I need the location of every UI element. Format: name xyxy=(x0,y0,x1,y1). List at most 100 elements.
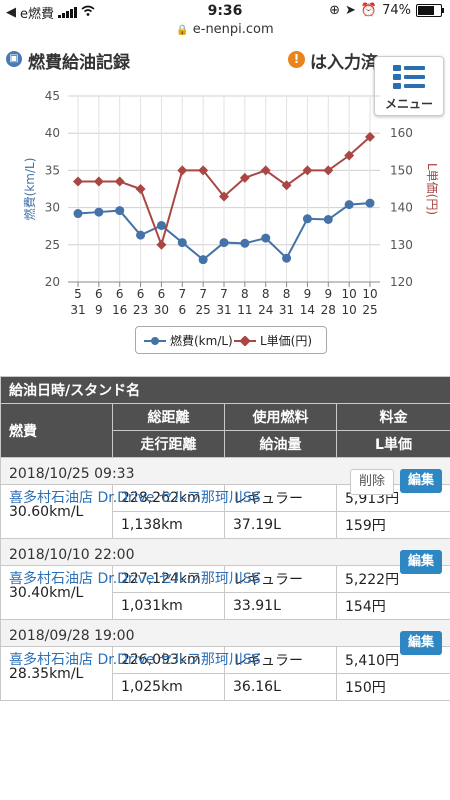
data-point-unit-price xyxy=(135,184,146,194)
location-icon: ➤ xyxy=(345,3,356,18)
header-fuel-economy: 燃費 xyxy=(0,403,113,458)
data-point-fuel-economy xyxy=(115,206,125,216)
header-fuel-amount: 給油量 xyxy=(224,430,337,458)
y2-axis-label: L単価(円) xyxy=(425,163,439,215)
data-point-unit-price xyxy=(73,176,83,187)
header-unit-price: L単価 xyxy=(336,430,450,458)
data-point-unit-price xyxy=(302,165,313,176)
record-fuel-amount: 36.16L xyxy=(224,673,337,701)
record-unit-price: 154円 xyxy=(336,592,450,620)
x-tick-label: 31 xyxy=(70,303,85,317)
x-tick-label: 6 xyxy=(137,287,145,301)
edit-button[interactable]: 編集 xyxy=(400,550,442,574)
record-datetime: 2018/10/25 09:33 xyxy=(9,466,135,482)
x-tick-label: 10 xyxy=(342,287,357,301)
page-title: 燃費給油記録 xyxy=(28,53,130,73)
table-header-row: 給油日時/スタンド名 xyxy=(0,376,450,404)
battery-percent: 74% xyxy=(382,3,411,18)
y2-tick-label: 160 xyxy=(390,126,413,140)
x-tick-label: 23 xyxy=(133,303,148,317)
alarm-icon: ⏰ xyxy=(360,3,378,18)
legend-item-fuel-economy[interactable]: 燃費(km/L) xyxy=(144,332,233,349)
page-header: ▣ 燃費給油記録 ! は入力済 xyxy=(0,44,450,74)
data-point-fuel-economy xyxy=(282,253,292,263)
record-station-link[interactable]: 喜多村石油店 Dr.Drive セルフ那珂川SS xyxy=(9,571,261,587)
data-point-unit-price xyxy=(344,150,355,161)
x-tick-label: 6 xyxy=(95,287,103,301)
table-header-row: 走行距離 給油量 L単価 xyxy=(1,430,450,458)
legend-item-unit-price[interactable]: L単価(円) xyxy=(234,332,312,349)
data-point-fuel-economy xyxy=(177,238,187,248)
record-fuel-amount: 33.91L xyxy=(224,592,337,620)
back-arrow-icon[interactable]: ◀ xyxy=(6,5,16,20)
record-fuel-economy: 30.60km/L xyxy=(0,484,113,539)
x-tick-label: 10 xyxy=(362,287,377,301)
y-tick-label: 25 xyxy=(45,238,60,252)
data-point-unit-price xyxy=(177,165,188,176)
car-icon: ▣ xyxy=(6,51,22,67)
x-tick-label: 9 xyxy=(95,303,103,317)
y-axis-label: 燃費(km/L) xyxy=(22,158,37,221)
y-tick-label: 45 xyxy=(45,89,60,103)
rotation-lock-icon: ⊕ xyxy=(329,3,340,18)
x-tick-label: 8 xyxy=(241,287,249,301)
record-header-cell: 2018/10/10 22:00 喜多村石油店 Dr.Drive セルフ那珂川S… xyxy=(0,538,450,587)
x-tick-label: 25 xyxy=(362,303,377,317)
table-header-row: 燃費 総距離 使用燃料 料金 xyxy=(0,403,450,458)
header-fuel-type: 使用燃料 xyxy=(224,403,337,431)
x-tick-label: 8 xyxy=(283,287,291,301)
x-tick-label: 6 xyxy=(116,287,124,301)
y-tick-label: 35 xyxy=(45,163,60,177)
status-left: ◀ e燃費 xyxy=(6,3,95,22)
lock-icon: 🔒 xyxy=(176,25,189,36)
edit-button[interactable]: 編集 xyxy=(400,469,442,493)
record-fuel-type: レギュラー xyxy=(224,646,337,674)
y-tick-label: 30 xyxy=(45,201,60,215)
data-point-unit-price xyxy=(156,239,167,250)
data-point-unit-price xyxy=(281,180,292,191)
x-tick-label: 9 xyxy=(304,287,312,301)
record-fuel-economy: 28.35km/L xyxy=(0,646,113,701)
signal-icon xyxy=(58,7,77,18)
record-header-row: 2018/10/10 22:00 喜多村石油店 Dr.Drive セルフ那珂川S… xyxy=(0,538,450,587)
header-trip-distance: 走行距離 xyxy=(112,430,225,458)
y2-tick-label: 130 xyxy=(390,238,413,252)
header-price: 料金 xyxy=(336,403,450,431)
x-tick-label: 6 xyxy=(178,303,186,317)
record-unit-price: 150円 xyxy=(336,673,450,701)
battery-icon xyxy=(416,4,444,17)
record-unit-price: 159円 xyxy=(336,511,450,539)
record-trip-distance: 1,025km xyxy=(112,673,225,701)
record-fuel-amount: 37.19L xyxy=(224,511,337,539)
x-tick-label: 5 xyxy=(74,287,82,301)
record-header-row: 2018/10/25 09:33 喜多村石油店 Dr.Drive セルフ那珂川S… xyxy=(0,457,450,506)
status-bar: ◀ e燃費 9:36 ⊕ ➤ ⏰ 74% xyxy=(0,0,450,22)
edit-button[interactable]: 編集 xyxy=(400,631,442,655)
data-point-fuel-economy xyxy=(344,200,354,210)
data-point-fuel-economy xyxy=(365,198,375,208)
data-point-unit-price xyxy=(365,131,375,142)
data-point-fuel-economy xyxy=(261,233,271,243)
record-station-link[interactable]: 喜多村石油店 Dr.Drive セルフ那珂川SS xyxy=(9,490,261,506)
info-icon: ! xyxy=(288,51,305,68)
y2-tick-label: 140 xyxy=(390,201,413,215)
clock: 9:36 xyxy=(207,3,243,19)
record-datetime: 2018/09/28 19:00 xyxy=(9,628,135,644)
delete-button[interactable]: 削除 xyxy=(350,469,394,495)
record-row: 1,025km 36.16L 150円 xyxy=(1,673,450,701)
record-station-link[interactable]: 喜多村石油店 Dr.Drive セルフ那珂川SS xyxy=(9,652,261,668)
url-bar[interactable]: 🔒 e-nenpi.com xyxy=(0,22,450,42)
x-tick-label: 9 xyxy=(324,287,332,301)
record-header-cell: 2018/10/25 09:33 喜多村石油店 Dr.Drive セルフ那珂川S… xyxy=(0,457,450,506)
menu-button[interactable]: メニュー xyxy=(374,56,444,116)
record-trip-distance: 1,138km xyxy=(112,511,225,539)
x-tick-label: 7 xyxy=(199,287,207,301)
x-tick-label: 8 xyxy=(262,287,270,301)
menu-icon xyxy=(393,65,425,89)
data-point-fuel-economy xyxy=(323,215,333,225)
chart-legend: 燃費(km/L) L単価(円) xyxy=(135,326,327,354)
x-tick-label: 10 xyxy=(342,303,357,317)
data-point-unit-price xyxy=(93,176,104,187)
x-tick-label: 31 xyxy=(279,303,294,317)
data-point-fuel-economy xyxy=(156,220,166,230)
